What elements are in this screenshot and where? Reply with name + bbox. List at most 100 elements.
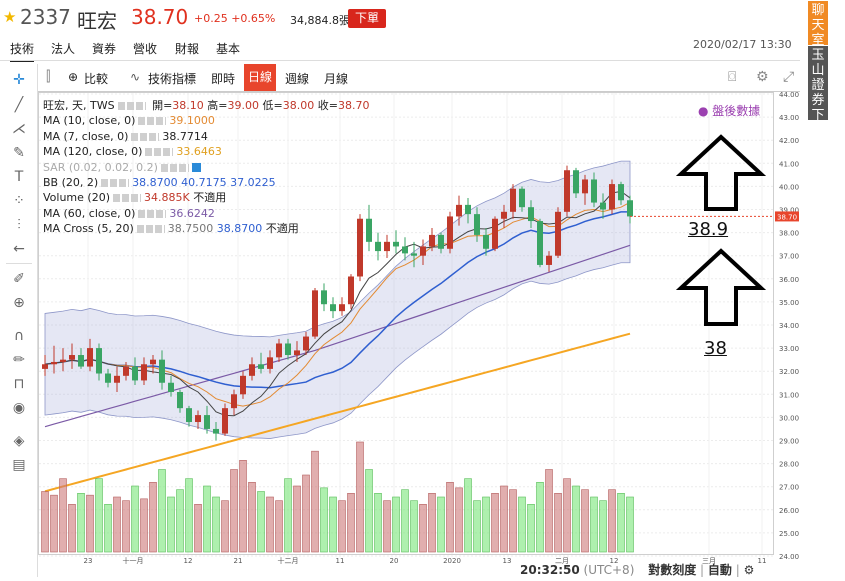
volume-bar xyxy=(266,496,274,553)
ruler-icon[interactable]: ✐ xyxy=(13,271,25,287)
x-tick-label: 12 xyxy=(610,557,619,565)
tab-tech[interactable]: 技術 xyxy=(10,40,35,62)
candle-body xyxy=(294,350,300,356)
indicators-button[interactable]: 技術指標 xyxy=(148,72,197,86)
chart-panel[interactable]: 24.00 25.00 26.00 27.00 28.00 29.00 30.00 31.00… xyxy=(38,91,800,577)
pattern-icon[interactable]: ⁘ xyxy=(13,193,25,209)
trash-icon[interactable]: ▤ xyxy=(12,457,26,473)
fork-icon[interactable]: ⋌ xyxy=(12,121,26,137)
candle-body xyxy=(321,290,327,305)
candle-body xyxy=(537,221,543,265)
volume-bar xyxy=(626,496,634,553)
tab-financials[interactable]: 財報 xyxy=(175,42,200,56)
compare-icon[interactable]: ⊕ xyxy=(68,70,79,84)
legend-ma10-label: MA (10, close, 0) xyxy=(43,114,136,128)
candle-body xyxy=(402,246,408,254)
volume-bar xyxy=(347,493,355,553)
order-button[interactable]: 下單 xyxy=(348,9,386,28)
favorite-star-icon[interactable]: ★ xyxy=(3,8,17,26)
volume-bar xyxy=(446,482,454,553)
y-tick-label: 40.00 xyxy=(779,183,799,191)
legend-open-label: 開= xyxy=(152,99,173,112)
y-tick-label: 42.00 xyxy=(779,137,799,145)
y-tick-label: 30.00 xyxy=(779,414,799,422)
legend-high-label: 高= xyxy=(207,99,228,112)
tab-margin[interactable]: 資券 xyxy=(92,42,117,56)
fullscreen-icon[interactable]: ⤢ xyxy=(783,69,795,85)
volume-bar xyxy=(311,450,319,553)
legend-volume-v2: 不適用 xyxy=(193,191,227,205)
annotation-lower-value: 38 xyxy=(704,338,727,359)
status-bar: 20:32:50 (UTC+8) 對數刻度 | 自動 | ⚙ xyxy=(520,563,755,577)
candle-body xyxy=(438,234,444,249)
volume-bar xyxy=(356,441,364,553)
volume-bar xyxy=(554,493,562,553)
candle-body xyxy=(546,255,552,265)
volume-bar xyxy=(410,500,418,553)
volume-bar xyxy=(608,489,616,553)
brush-icon[interactable]: ✎ xyxy=(13,145,25,161)
volume-bar xyxy=(257,491,265,553)
camera-icon[interactable]: ⌼ xyxy=(728,69,737,85)
auto-scale-toggle[interactable]: 自動 xyxy=(707,563,732,577)
y-tick-label: 31.00 xyxy=(779,391,799,399)
legend-volume-label: Volume (20) xyxy=(43,191,110,205)
period-intraday[interactable]: 即時 xyxy=(211,72,236,86)
price-change: +0.25 +0.65% xyxy=(194,12,275,25)
volume-bar xyxy=(509,489,517,553)
price-chart[interactable]: 24.00 25.00 26.00 27.00 28.00 29.00 30.00 31.00… xyxy=(38,91,800,577)
tab-institutional[interactable]: 法人 xyxy=(51,42,76,56)
status-settings-icon[interactable]: ⚙ xyxy=(743,563,755,577)
x-tick-label: 二月 xyxy=(555,557,569,565)
candle-body xyxy=(258,364,264,369)
log-scale-toggle[interactable]: 對數刻度 xyxy=(648,563,697,577)
volume-bar xyxy=(482,496,490,553)
y-tick-label: 38.00 xyxy=(779,230,799,238)
volume-bar xyxy=(140,498,148,553)
candle-body xyxy=(474,214,480,235)
candle-body xyxy=(204,415,210,429)
tab-revenue[interactable]: 營收 xyxy=(133,42,158,56)
lock-drawing-icon[interactable]: ✏ xyxy=(13,352,25,368)
y-tick-label: 24.00 xyxy=(779,553,799,561)
period-daily[interactable]: 日線 xyxy=(244,64,277,91)
volume-bar xyxy=(212,496,220,553)
magnet-icon[interactable]: ∩ xyxy=(13,328,25,344)
back-arrow-icon[interactable]: ← xyxy=(13,241,25,257)
stock-price: 38.70 xyxy=(131,5,189,29)
zoom-in-icon[interactable]: ⊕ xyxy=(13,295,25,311)
tab-basic[interactable]: 基本 xyxy=(216,42,241,56)
candle-type-icon[interactable]: ⫿ xyxy=(46,69,51,85)
crosshair-icon[interactable]: ✛ xyxy=(13,72,25,88)
tool-divider xyxy=(6,263,32,264)
volume-bar xyxy=(41,491,49,553)
y-tick-label: 43.00 xyxy=(779,114,799,122)
legend-low-label: 低= xyxy=(262,99,283,112)
last-price-label: 38.70 xyxy=(777,213,797,221)
lock-icon[interactable]: ⊓ xyxy=(13,376,25,392)
settings-gear-icon[interactable]: ⚙ xyxy=(756,69,769,85)
volume-bar xyxy=(365,469,373,553)
compare-button[interactable]: 比較 xyxy=(84,72,109,86)
eye-toggle-icon[interactable] xyxy=(191,163,201,173)
y-tick-label: 41.00 xyxy=(779,160,799,168)
text-tool-icon[interactable]: T xyxy=(14,169,24,185)
indicator-legend: 旺宏, 天, TWS 開=38.10 高=39.00 低=38.00 收=38.… xyxy=(43,98,369,237)
period-weekly[interactable]: 週線 xyxy=(285,72,310,86)
candle-body xyxy=(456,204,462,217)
volume-bar xyxy=(275,500,283,553)
side-tab-esun-order[interactable]: 玉山證券下單 xyxy=(808,46,828,138)
visibility-eye-icon[interactable]: ◉ xyxy=(12,400,26,416)
trendline-icon[interactable]: ╱ xyxy=(14,97,24,113)
period-monthly[interactable]: 月線 xyxy=(324,72,349,86)
volume-bar xyxy=(320,487,328,553)
candle-body xyxy=(528,207,534,222)
measure-icon[interactable]: ⫶ xyxy=(17,217,21,233)
candle-body xyxy=(51,361,57,365)
stock-code: 2337 xyxy=(20,5,71,29)
ma60-line xyxy=(44,244,631,428)
up-arrow-lower xyxy=(675,248,767,326)
side-tab-chat[interactable]: 聊天室 xyxy=(808,1,828,48)
layers-icon[interactable]: ◈ xyxy=(13,433,25,449)
x-tick-label: 11 xyxy=(758,557,767,565)
